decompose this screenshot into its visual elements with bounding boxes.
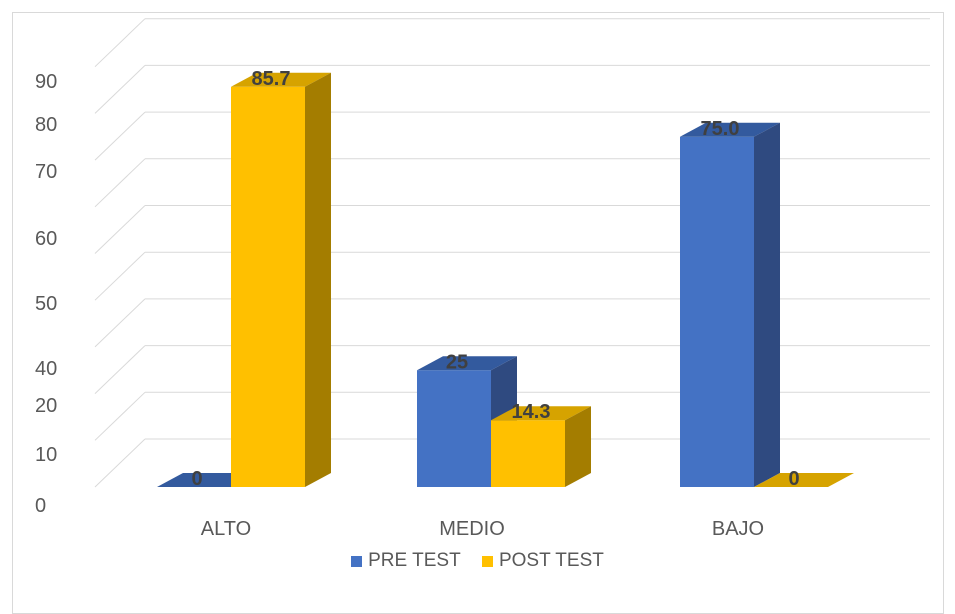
y-tick-label: 40 xyxy=(35,358,57,380)
y-tick-label: 60 xyxy=(35,228,57,250)
data-label: 0 xyxy=(788,468,799,490)
data-label: 0 xyxy=(191,468,202,490)
bar-side xyxy=(754,122,780,487)
bar-top xyxy=(231,72,331,87)
data-label: 85.7 xyxy=(252,68,291,90)
y-tick-label: 0 xyxy=(35,495,46,517)
y-tick-label: 70 xyxy=(35,161,57,183)
bar-chart-3d: 0 10 20 40 50 60 70 80 90 0 85.7 25 14.3 75.0 0 ALTO MED… xyxy=(35,18,930,540)
y-tick-label: 50 xyxy=(35,293,57,315)
y-tick-label: 80 xyxy=(35,114,57,136)
y-tick-label: 90 xyxy=(35,71,57,93)
y-tick-label: 10 xyxy=(35,444,57,466)
legend-item-post-test: POST TEST xyxy=(481,550,604,572)
legend: PRE TEST POST TEST xyxy=(0,550,955,573)
legend-label-post-test: POST TEST xyxy=(498,550,604,571)
category-label: ALTO xyxy=(201,518,251,540)
gridline-depth xyxy=(94,205,146,254)
gridline-depth xyxy=(94,345,146,394)
legend-swatch-post-test xyxy=(481,555,493,567)
gridline-depth xyxy=(94,251,146,301)
bar-post-test-front xyxy=(491,420,565,487)
gridline-depth xyxy=(94,111,146,161)
gridline-depth xyxy=(94,65,146,114)
bar-top xyxy=(491,406,591,421)
gridline-depth xyxy=(94,158,146,208)
gridline-depth xyxy=(94,438,146,488)
y-tick-label: 20 xyxy=(35,395,57,417)
bar-pre-test-front xyxy=(680,136,754,487)
gridline-depth xyxy=(94,18,146,68)
bar-post-test-front xyxy=(231,86,305,487)
bar-top xyxy=(754,473,854,487)
data-label: 25 xyxy=(446,351,468,373)
bar-side xyxy=(565,406,591,487)
bar-top xyxy=(417,356,517,371)
gridline-depth xyxy=(94,298,146,348)
legend-swatch-pre-test xyxy=(351,555,363,567)
data-label: 14.3 xyxy=(512,401,551,423)
bar-top xyxy=(680,122,780,137)
bar-pre-test-front xyxy=(417,370,491,487)
category-label: BAJO xyxy=(712,518,764,540)
gridline-depth xyxy=(94,391,146,441)
legend-label-pre-test: PRE TEST xyxy=(368,550,461,571)
bar-side xyxy=(305,72,331,487)
legend-item-pre-test: PRE TEST xyxy=(351,550,461,572)
data-label: 75.0 xyxy=(701,118,740,140)
category-label: MEDIO xyxy=(439,518,505,540)
